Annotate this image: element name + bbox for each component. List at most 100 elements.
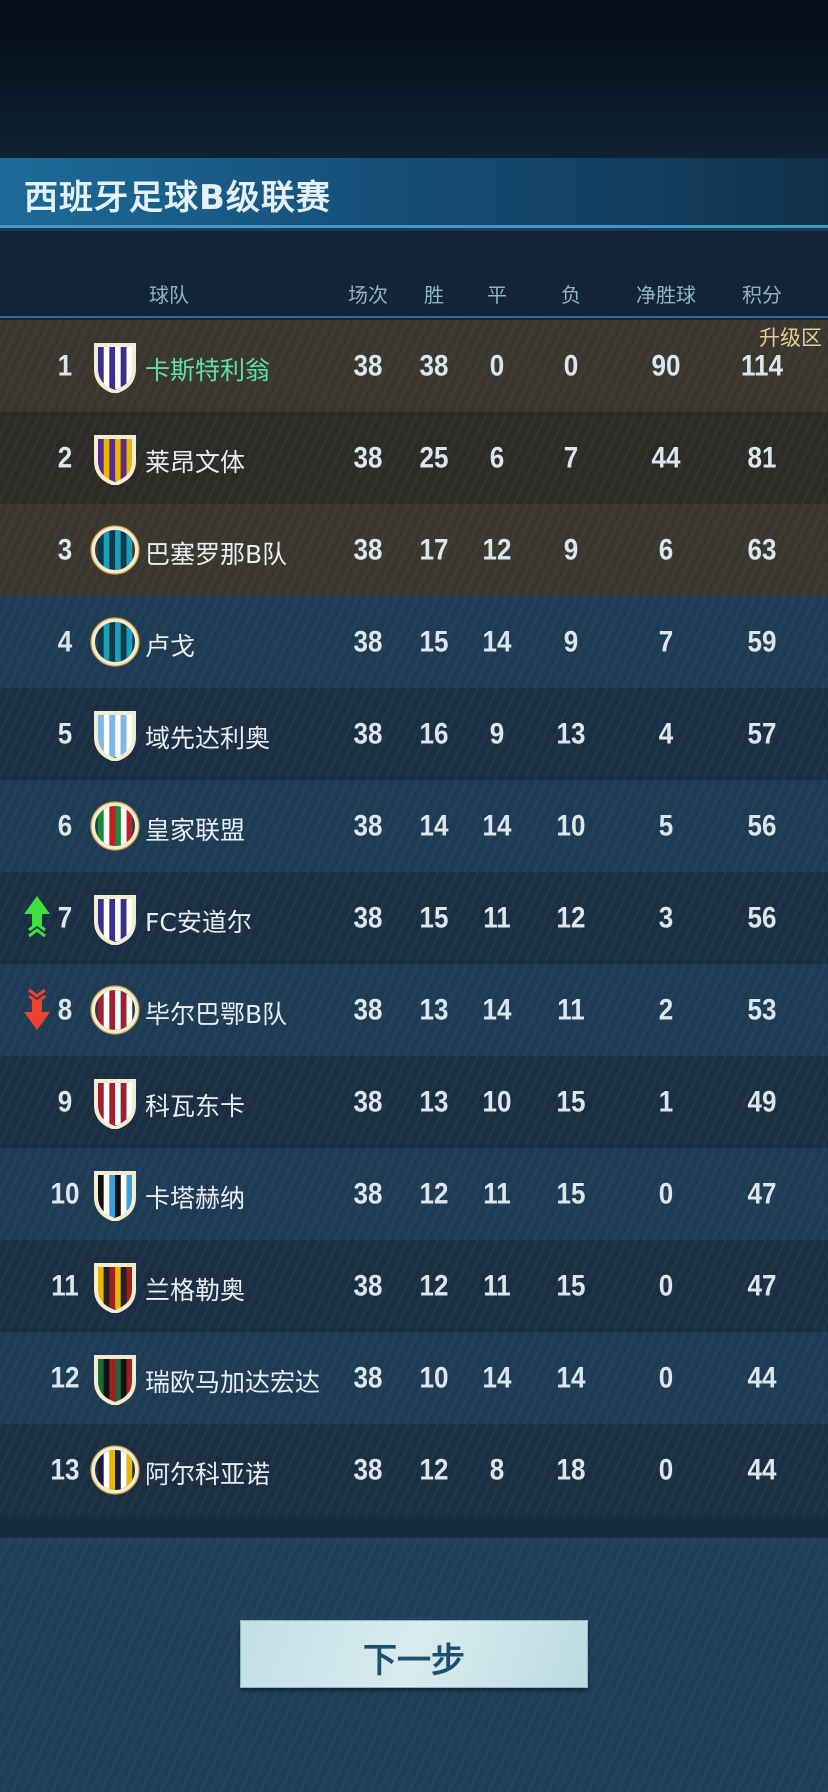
team-crest-icon — [94, 343, 136, 393]
team-name[interactable]: 瑞欧马加达宏达 — [145, 1368, 321, 1397]
stat-points: 114 — [741, 347, 783, 383]
team-name[interactable]: 毕尔巴鄂B队 — [145, 1000, 288, 1029]
table-row[interactable]: 1 卡斯特利翁 38 38 0 0 90 114 升级区 — [0, 320, 828, 412]
table-row[interactable]: 4 卢戈 38 15 14 9 7 59 — [0, 596, 828, 688]
stat-gd: 7 — [658, 623, 674, 659]
stat-drawn: 9 — [489, 715, 505, 751]
stat-lost: 18 — [556, 1451, 586, 1487]
team-name[interactable]: 兰格勒奥 — [145, 1276, 246, 1305]
team-name[interactable]: FC安道尔 — [145, 908, 252, 937]
table-row[interactable]: 12 瑞欧马加达宏达 38 10 14 14 0 44 — [0, 1332, 828, 1424]
team-crest-icon — [94, 1079, 136, 1129]
table-row[interactable]: 9 科瓦东卡 38 13 10 15 1 49 — [0, 1056, 828, 1148]
stat-won: 13 — [419, 1083, 449, 1119]
footer: 下一步 — [0, 1538, 828, 1792]
team-name[interactable]: 域先达利奥 — [145, 724, 271, 753]
team-crest-icon — [90, 617, 140, 667]
stat-drawn: 14 — [482, 991, 512, 1027]
stat-gd: 2 — [658, 991, 674, 1027]
stat-gd: 90 — [651, 347, 681, 383]
table-row-partial[interactable] — [0, 1516, 828, 1538]
stat-gd: 0 — [658, 1267, 674, 1303]
stat-won: 14 — [419, 807, 449, 843]
team-name[interactable]: 皇家联盟 — [145, 816, 246, 845]
header-lost: 负 — [561, 283, 581, 307]
stat-gd: 3 — [658, 899, 674, 935]
team-crest-icon — [94, 1355, 136, 1405]
header-gd: 净胜球 — [636, 283, 696, 307]
stat-won: 10 — [419, 1359, 449, 1395]
rank: 8 — [57, 991, 73, 1027]
stat-lost: 10 — [556, 807, 586, 843]
team-name[interactable]: 科瓦东卡 — [145, 1092, 246, 1121]
rank: 10 — [50, 1175, 80, 1211]
stat-lost: 9 — [563, 623, 579, 659]
table-row[interactable]: 6 皇家联盟 38 14 14 10 5 56 — [0, 780, 828, 872]
team-name[interactable]: 巴塞罗那B队 — [145, 540, 288, 569]
stat-drawn: 0 — [489, 347, 505, 383]
stat-played: 38 — [353, 531, 383, 567]
stat-played: 38 — [353, 807, 383, 843]
rank: 5 — [57, 715, 73, 751]
stat-points: 47 — [747, 1267, 777, 1303]
header-points: 积分 — [742, 283, 782, 307]
stat-gd: 0 — [658, 1359, 674, 1395]
stat-points: 57 — [747, 715, 777, 751]
stat-points: 81 — [747, 439, 777, 475]
stat-points: 59 — [747, 623, 777, 659]
stat-gd: 6 — [658, 531, 674, 567]
table-row[interactable]: 13 阿尔科亚诺 38 12 8 18 0 44 — [0, 1424, 828, 1516]
stat-won: 12 — [419, 1175, 449, 1211]
stat-lost: 7 — [563, 439, 579, 475]
table-row[interactable]: 8 毕尔巴鄂B队 38 13 14 11 2 53 — [0, 964, 828, 1056]
table-header: 球队 场次 胜 平 负 净胜球 积分 — [0, 231, 828, 318]
stat-lost: 11 — [557, 991, 585, 1027]
stat-won: 25 — [419, 439, 449, 475]
team-name[interactable]: 卡塔赫纳 — [145, 1184, 246, 1213]
stat-lost: 14 — [556, 1359, 586, 1395]
stat-drawn: 8 — [489, 1451, 505, 1487]
table-row[interactable]: 5 域先达利奥 38 16 9 13 4 57 — [0, 688, 828, 780]
team-crest-icon — [94, 895, 136, 945]
stat-won: 12 — [419, 1451, 449, 1487]
rank: 7 — [57, 899, 73, 935]
rank: 4 — [57, 623, 73, 659]
stat-played: 38 — [353, 439, 383, 475]
stat-played: 38 — [353, 1083, 383, 1119]
table-row[interactable]: 3 巴塞罗那B队 38 17 12 9 6 63 — [0, 504, 828, 596]
stat-drawn: 12 — [482, 531, 512, 567]
stat-lost: 15 — [556, 1267, 586, 1303]
next-step-label: 下一步 — [363, 1641, 465, 1681]
stat-points: 44 — [747, 1451, 777, 1487]
stat-drawn: 14 — [482, 623, 512, 659]
rank-up-arrow-icon — [24, 896, 50, 938]
stat-played: 38 — [353, 991, 383, 1027]
table-row[interactable]: 7 FC安道尔 38 15 11 12 3 56 — [0, 872, 828, 964]
stat-points: 49 — [747, 1083, 777, 1119]
stat-drawn: 11 — [483, 1267, 511, 1303]
standings-table[interactable]: 球队 场次 胜 平 负 净胜球 积分 1 卡斯特利翁 38 38 0 0 90 114 升级区 2… — [0, 231, 828, 1538]
stat-played: 38 — [353, 623, 383, 659]
header-played: 场次 — [348, 283, 388, 307]
stat-points: 56 — [747, 807, 777, 843]
team-name[interactable]: 阿尔科亚诺 — [145, 1460, 271, 1489]
stat-played: 38 — [353, 347, 383, 383]
league-title-bar: 西班牙足球B级联赛 — [0, 158, 828, 228]
table-row[interactable]: 10 卡塔赫纳 38 12 11 15 0 47 — [0, 1148, 828, 1240]
table-row[interactable]: 11 兰格勒奥 38 12 11 15 0 47 — [0, 1240, 828, 1332]
team-name[interactable]: 卢戈 — [145, 632, 196, 661]
stat-lost: 0 — [563, 347, 579, 383]
header-team: 球队 — [149, 283, 189, 307]
stat-gd: 44 — [651, 439, 681, 475]
rank: 12 — [50, 1359, 80, 1395]
stat-won: 15 — [419, 623, 449, 659]
stat-drawn: 11 — [483, 1175, 511, 1211]
next-step-button[interactable]: 下一步 — [240, 1620, 588, 1688]
team-name[interactable]: 卡斯特利翁 — [145, 356, 271, 385]
stat-won: 16 — [419, 715, 449, 751]
team-name[interactable]: 莱昂文体 — [145, 448, 246, 477]
stat-points: 63 — [747, 531, 777, 567]
header-drawn: 平 — [487, 283, 507, 307]
table-row[interactable]: 2 莱昂文体 38 25 6 7 44 81 — [0, 412, 828, 504]
stat-gd: 1 — [658, 1083, 674, 1119]
